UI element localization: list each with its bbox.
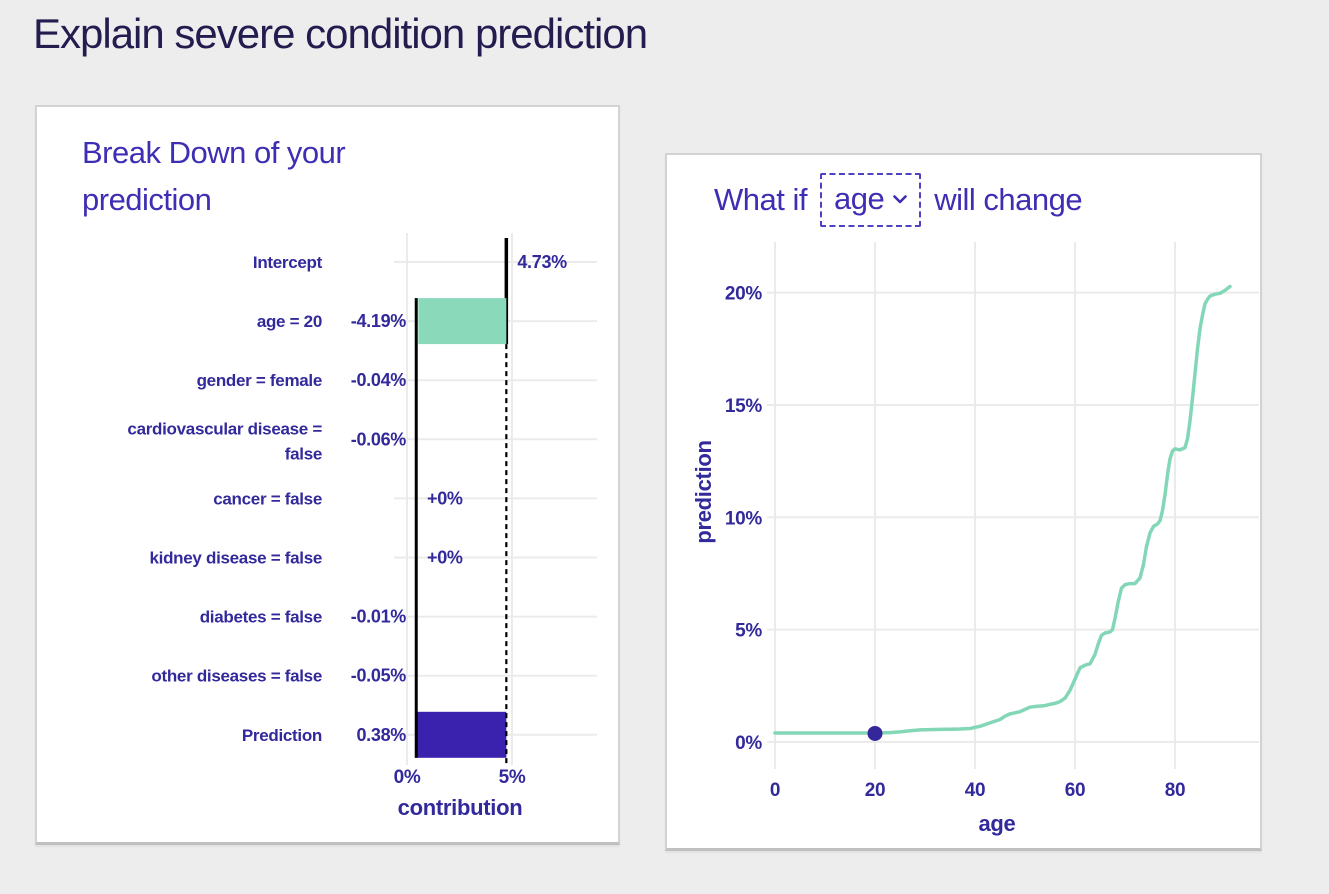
x-tick-label: 40 (965, 780, 986, 801)
breakdown-row-value: -4.19% (351, 311, 407, 331)
y-tick-label: 15% (725, 396, 763, 417)
breakdown-row-value: 0.38% (356, 725, 406, 745)
x-tick-label: 5% (499, 767, 526, 788)
whatif-heading-suffix: will change (934, 182, 1083, 217)
current-value-dot (867, 725, 883, 741)
breakdown-row-value: -0.04% (351, 370, 407, 390)
whatif-chart: 0% 5% 10% 15% 20% 0 20 40 60 80 age prediction (691, 242, 1259, 836)
whatif-heading-prefix: What if (714, 182, 807, 217)
breakdown-row-label: age = 20 (257, 312, 322, 331)
x-tick-label: 60 (1065, 780, 1086, 801)
y-axis-title: prediction (691, 440, 716, 543)
breakdown-row-label: gender = female (197, 371, 322, 390)
breakdown-row-label: kidney disease = false (150, 549, 322, 568)
breakdown-row-label: Intercept (253, 253, 323, 272)
breakdown-heading: Break Down of your prediction (82, 135, 346, 217)
whatif-panel: 0% 5% 10% 15% 20% 0 20 40 60 80 age prediction What… (665, 153, 1262, 851)
ceteris-paribus-line (773, 284, 1232, 735)
intercept-guide-line (504, 238, 509, 345)
prediction-bar (414, 711, 507, 758)
breakdown-row-value: -0.05% (351, 666, 407, 686)
chevron-down-icon (893, 194, 908, 203)
whatif-heading: What if age will change (714, 173, 1083, 227)
y-tick-label: 5% (735, 621, 762, 642)
x-tick-label: 0% (394, 767, 421, 788)
breakdown-row-value: -0.06% (351, 429, 407, 449)
variable-select[interactable]: age (819, 173, 922, 227)
breakdown-row-value: 4.73% (517, 252, 567, 272)
breakdown-row-value: +0% (427, 488, 463, 508)
breakdown-row-label: cardiovascular disease = false (127, 419, 322, 463)
x-tick-label: 80 (1165, 780, 1186, 801)
breakdown-panel: Break Down of your prediction Intercept 4… (35, 105, 620, 845)
y-tick-label: 0% (735, 733, 762, 754)
cumulative-guide-line (414, 298, 418, 758)
variable-select-value: age (833, 181, 885, 216)
x-tick-label: 20 (865, 780, 886, 801)
breakdown-row-label: Prediction (242, 726, 322, 745)
breakdown-chart: Intercept 4.73% age = 20 -4.19% gender = fem… (127, 233, 597, 820)
page-title: Explain severe condition prediction (33, 10, 648, 57)
breakdown-row-label: cancer = false (213, 489, 322, 508)
y-tick-label: 10% (725, 508, 763, 529)
breakdown-row-value: +0% (427, 548, 463, 568)
x-tick-label: 0 (770, 780, 780, 801)
x-axis-title: contribution (398, 795, 523, 820)
contribution-bar (418, 298, 507, 345)
breakdown-row-value: -0.01% (351, 607, 407, 627)
breakdown-row-label: other diseases = false (151, 667, 322, 686)
x-axis-title: age (978, 811, 1015, 836)
y-tick-label: 20% (725, 284, 763, 305)
breakdown-row-label: diabetes = false (200, 608, 322, 627)
